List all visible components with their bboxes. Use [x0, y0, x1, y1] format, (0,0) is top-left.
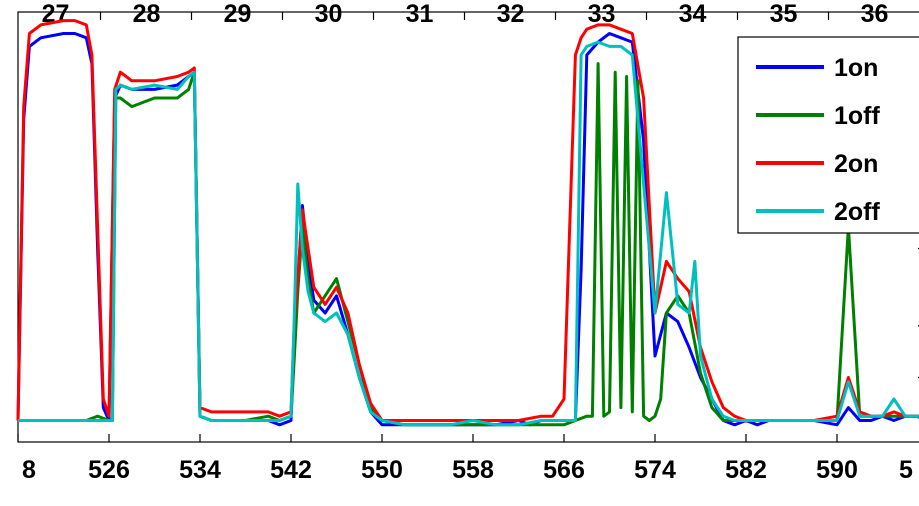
legend-label-2off: 2off: [834, 198, 881, 226]
x-tick-label: 558: [452, 456, 494, 484]
x-tick-label: 5: [899, 456, 913, 484]
bottom-tick-labels: 8 526 534 542 550 558 566 574 582 590 5: [17, 434, 913, 484]
x-tick-label: 566: [543, 456, 585, 484]
legend: 1on 1off 2on 2off: [737, 36, 919, 234]
x-tick-label: 534: [179, 456, 221, 484]
legend-label-1off: 1off: [834, 102, 881, 130]
top-tick-label: 36: [861, 0, 889, 28]
top-tick-label: 29: [224, 0, 252, 28]
legend-label-2on: 2on: [834, 150, 878, 178]
x-tick-label: 542: [270, 456, 312, 484]
top-tick-label: 28: [133, 0, 161, 28]
x-tick-label: 8: [22, 456, 36, 484]
legend-box: [737, 36, 919, 234]
top-tick-label: 35: [770, 0, 798, 28]
x-tick-label: 550: [361, 456, 403, 484]
top-tick-label: 30: [315, 0, 343, 28]
top-tick-labels: 27 28 29 30 31 32 33 34 35 36: [42, 0, 889, 28]
series-line-2off: [18, 40, 919, 427]
top-tick-label: 34: [679, 0, 707, 28]
top-tick-label: 33: [588, 0, 616, 28]
x-tick-label: 526: [88, 456, 130, 484]
legend-label-1on: 1on: [834, 54, 878, 82]
x-tick-label: 590: [816, 456, 858, 484]
top-tick-label: 31: [406, 0, 434, 28]
x-tick-label: 574: [634, 456, 676, 484]
top-tick-label: 32: [497, 0, 525, 28]
x-tick-label: 582: [725, 456, 767, 484]
series-lines: [16, 19, 919, 427]
